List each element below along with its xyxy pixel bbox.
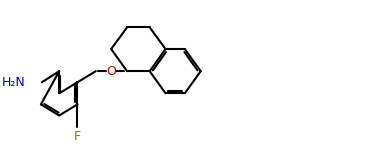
Text: O: O: [106, 65, 116, 78]
Text: F: F: [74, 130, 81, 143]
Text: H₂N: H₂N: [1, 76, 25, 89]
